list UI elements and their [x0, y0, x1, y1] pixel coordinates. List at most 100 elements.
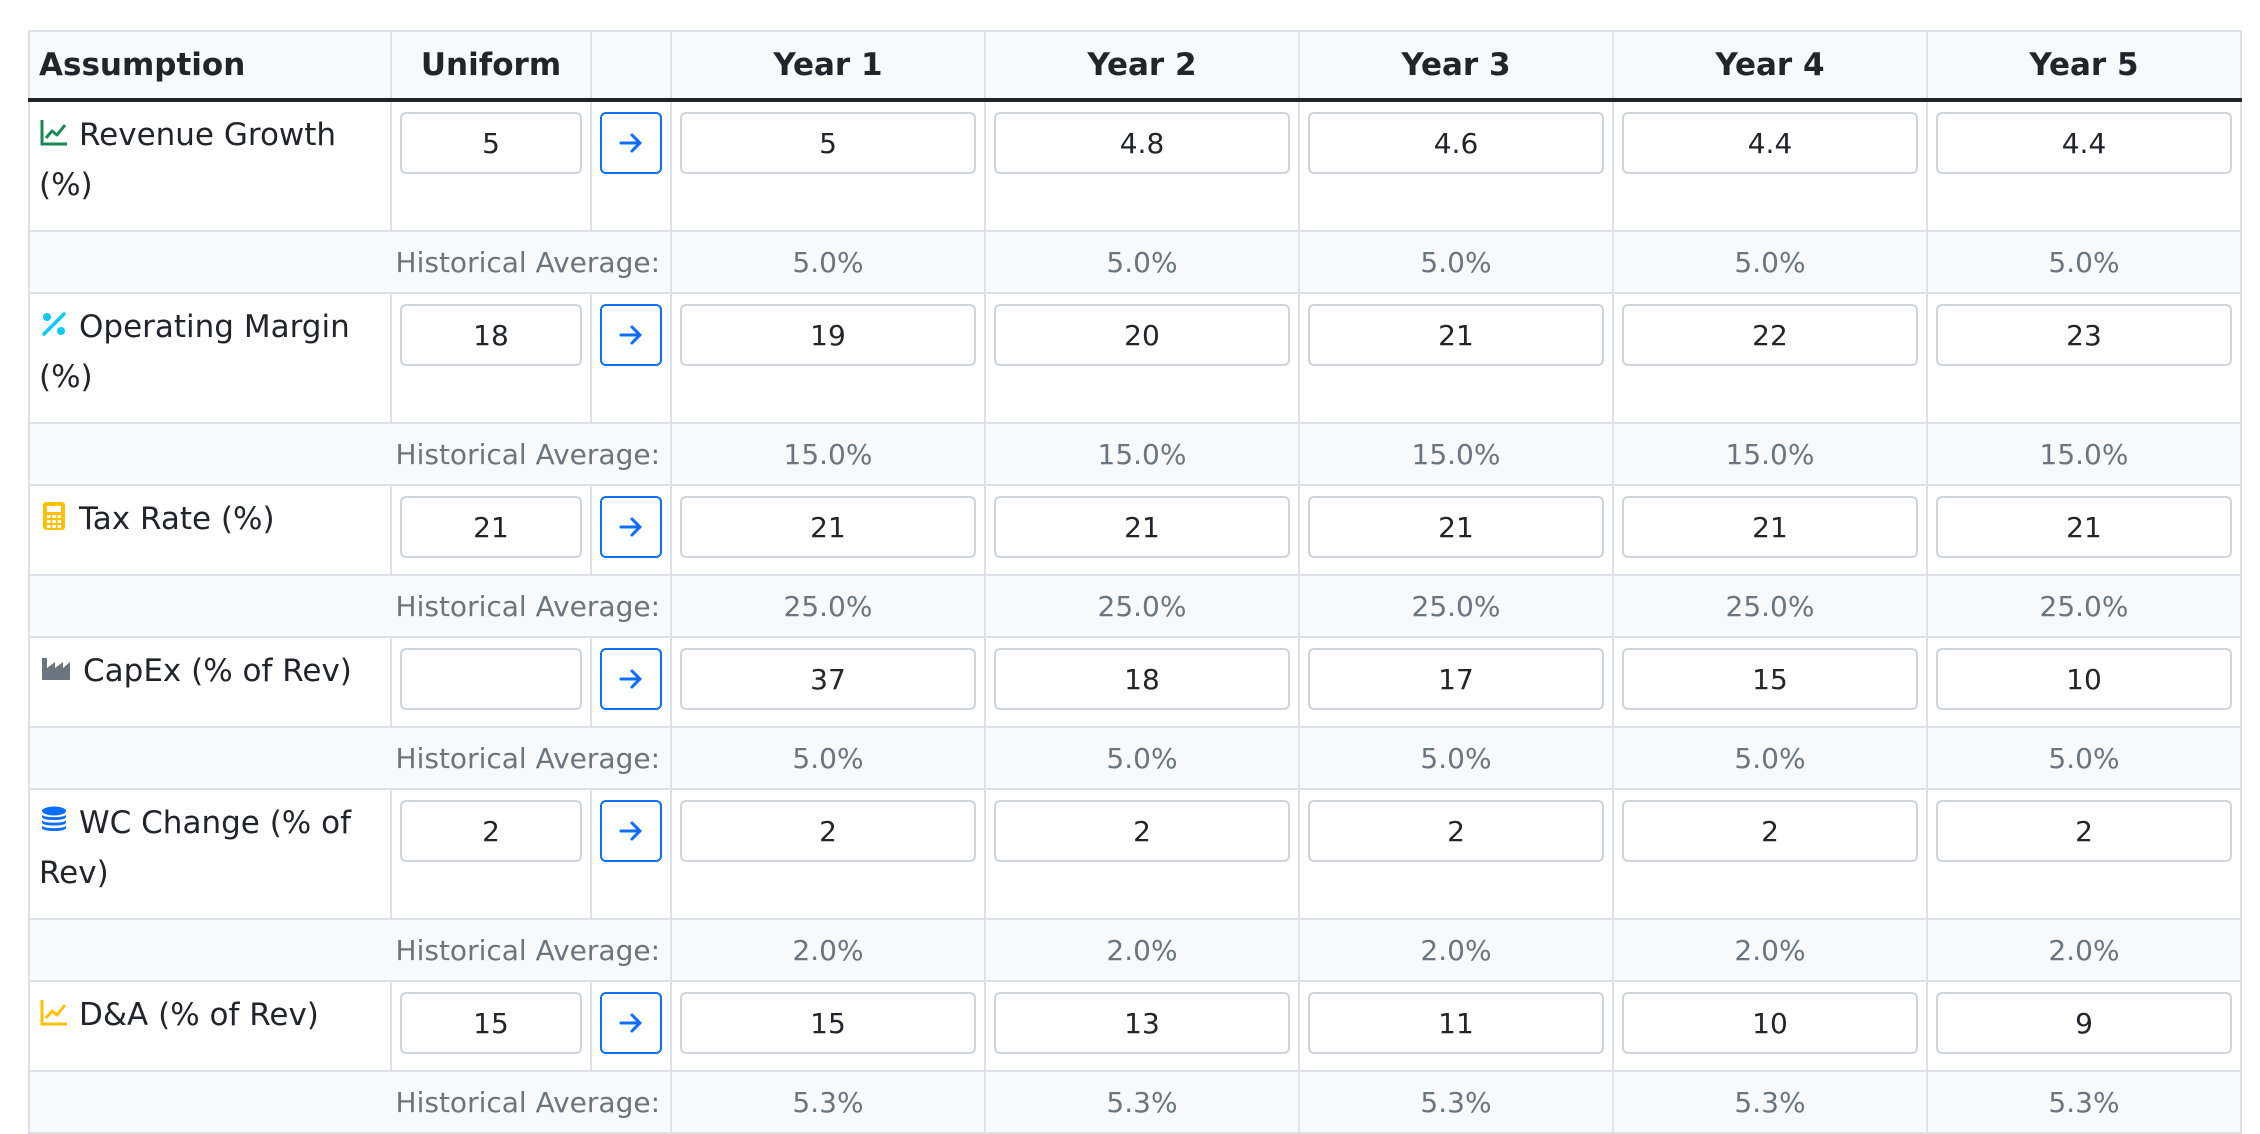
historical-year-3: 5.3%: [1298, 1070, 1614, 1134]
year-4-input[interactable]: [1622, 496, 1918, 558]
historical-year-2: 2.0%: [984, 918, 1300, 982]
apply-uniform-button[interactable]: [600, 496, 662, 558]
year-3-input[interactable]: [1308, 800, 1604, 862]
uniform-input[interactable]: [400, 648, 582, 710]
year-4-input[interactable]: [1622, 992, 1918, 1054]
year-5-input[interactable]: [1936, 992, 2232, 1054]
header-year-2: Year 2: [984, 30, 1300, 102]
apply-uniform-button[interactable]: [600, 304, 662, 366]
year-3-cell: [1298, 484, 1614, 576]
uniform-cell: [390, 980, 592, 1072]
apply-cell: [590, 788, 672, 920]
year-5-cell: [1926, 636, 2242, 728]
historical-year-3: 5.0%: [1298, 726, 1614, 790]
year-1-cell: [670, 484, 986, 576]
year-4-input[interactable]: [1622, 112, 1918, 174]
historical-row-da: Historical Average: 5.3% 5.3% 5.3% 5.3% …: [28, 1070, 2242, 1134]
year-3-input[interactable]: [1308, 648, 1604, 710]
year-2-input[interactable]: [994, 112, 1290, 174]
assumption-label-cell: WC Change (% of Rev): [28, 788, 392, 920]
historical-year-5: 15.0%: [1926, 422, 2242, 486]
year-5-input[interactable]: [1936, 800, 2232, 862]
uniform-cell: [390, 292, 592, 424]
year-4-input[interactable]: [1622, 800, 1918, 862]
chart-line-icon: [40, 1000, 67, 1026]
historical-year-1: 2.0%: [670, 918, 986, 982]
year-5-input[interactable]: [1936, 112, 2232, 174]
assumption-label: D&A (% of Rev): [79, 997, 319, 1033]
year-1-input[interactable]: [680, 800, 976, 862]
year-1-cell: [670, 980, 986, 1072]
year-5-cell: [1926, 99, 2242, 232]
year-1-input[interactable]: [680, 496, 976, 558]
year-1-input[interactable]: [680, 648, 976, 710]
historical-average-label: Historical Average:: [28, 230, 672, 294]
historical-year-2: 5.3%: [984, 1070, 1300, 1134]
year-2-cell: [984, 980, 1300, 1072]
year-2-input[interactable]: [994, 496, 1290, 558]
year-3-input[interactable]: [1308, 992, 1604, 1054]
year-4-cell: [1612, 788, 1928, 920]
apply-uniform-button[interactable]: [600, 800, 662, 862]
year-5-input[interactable]: [1936, 304, 2232, 366]
year-2-input[interactable]: [994, 304, 1290, 366]
uniform-input[interactable]: [400, 496, 582, 558]
assumptions-table: Assumption Uniform Year 1 Year 2 Year 3 …: [28, 30, 2242, 1134]
table-header-row: Assumption Uniform Year 1 Year 2 Year 3 …: [28, 30, 2242, 102]
historical-year-2: 15.0%: [984, 422, 1300, 486]
uniform-input[interactable]: [400, 800, 582, 862]
historical-year-5: 5.0%: [1926, 230, 2242, 294]
year-1-cell: [670, 636, 986, 728]
year-3-cell: [1298, 99, 1614, 232]
historical-year-5: 5.0%: [1926, 726, 2242, 790]
historical-year-2: 5.0%: [984, 230, 1300, 294]
year-3-input[interactable]: [1308, 496, 1604, 558]
year-4-cell: [1612, 292, 1928, 424]
header-year-5: Year 5: [1926, 30, 2242, 102]
apply-uniform-button[interactable]: [600, 992, 662, 1054]
year-2-input[interactable]: [994, 800, 1290, 862]
industry-icon: [42, 658, 70, 680]
year-5-input[interactable]: [1936, 496, 2232, 558]
uniform-cell: [390, 636, 592, 728]
historical-year-3: 2.0%: [1298, 918, 1614, 982]
arrow-right-icon: [619, 517, 642, 537]
apply-uniform-button[interactable]: [600, 112, 662, 174]
year-3-input[interactable]: [1308, 304, 1604, 366]
coins-icon: [42, 806, 66, 831]
year-5-cell: [1926, 788, 2242, 920]
uniform-cell: [390, 484, 592, 576]
year-1-input[interactable]: [680, 992, 976, 1054]
year-5-cell: [1926, 484, 2242, 576]
year-2-input[interactable]: [994, 992, 1290, 1054]
historical-average-label: Historical Average:: [28, 574, 672, 638]
historical-row-wc-change: Historical Average: 2.0% 2.0% 2.0% 2.0% …: [28, 918, 2242, 982]
year-1-cell: [670, 99, 986, 232]
apply-uniform-button[interactable]: [600, 648, 662, 710]
year-4-input[interactable]: [1622, 304, 1918, 366]
year-2-cell: [984, 484, 1300, 576]
year-3-cell: [1298, 788, 1614, 920]
row-capex: CapEx (% of Rev): [28, 636, 2242, 728]
year-1-input[interactable]: [680, 304, 976, 366]
assumption-label-cell: Operating Margin (%): [28, 292, 392, 424]
year-2-input[interactable]: [994, 648, 1290, 710]
year-5-cell: [1926, 980, 2242, 1072]
historical-year-3: 15.0%: [1298, 422, 1614, 486]
year-4-input[interactable]: [1622, 648, 1918, 710]
assumption-label: WC Change (% of Rev): [39, 805, 351, 891]
header-apply-column: [590, 30, 672, 102]
year-3-input[interactable]: [1308, 112, 1604, 174]
historical-year-4: 2.0%: [1612, 918, 1928, 982]
year-1-input[interactable]: [680, 112, 976, 174]
row-revenue-growth: Revenue Growth (%): [28, 99, 2242, 232]
assumption-label-cell: Revenue Growth (%): [28, 99, 392, 232]
year-5-input[interactable]: [1936, 648, 2232, 710]
uniform-input[interactable]: [400, 304, 582, 366]
uniform-input[interactable]: [400, 112, 582, 174]
historical-year-1: 5.0%: [670, 726, 986, 790]
historical-year-1: 25.0%: [670, 574, 986, 638]
historical-average-label: Historical Average:: [28, 726, 672, 790]
uniform-input[interactable]: [400, 992, 582, 1054]
historical-year-2: 5.0%: [984, 726, 1300, 790]
